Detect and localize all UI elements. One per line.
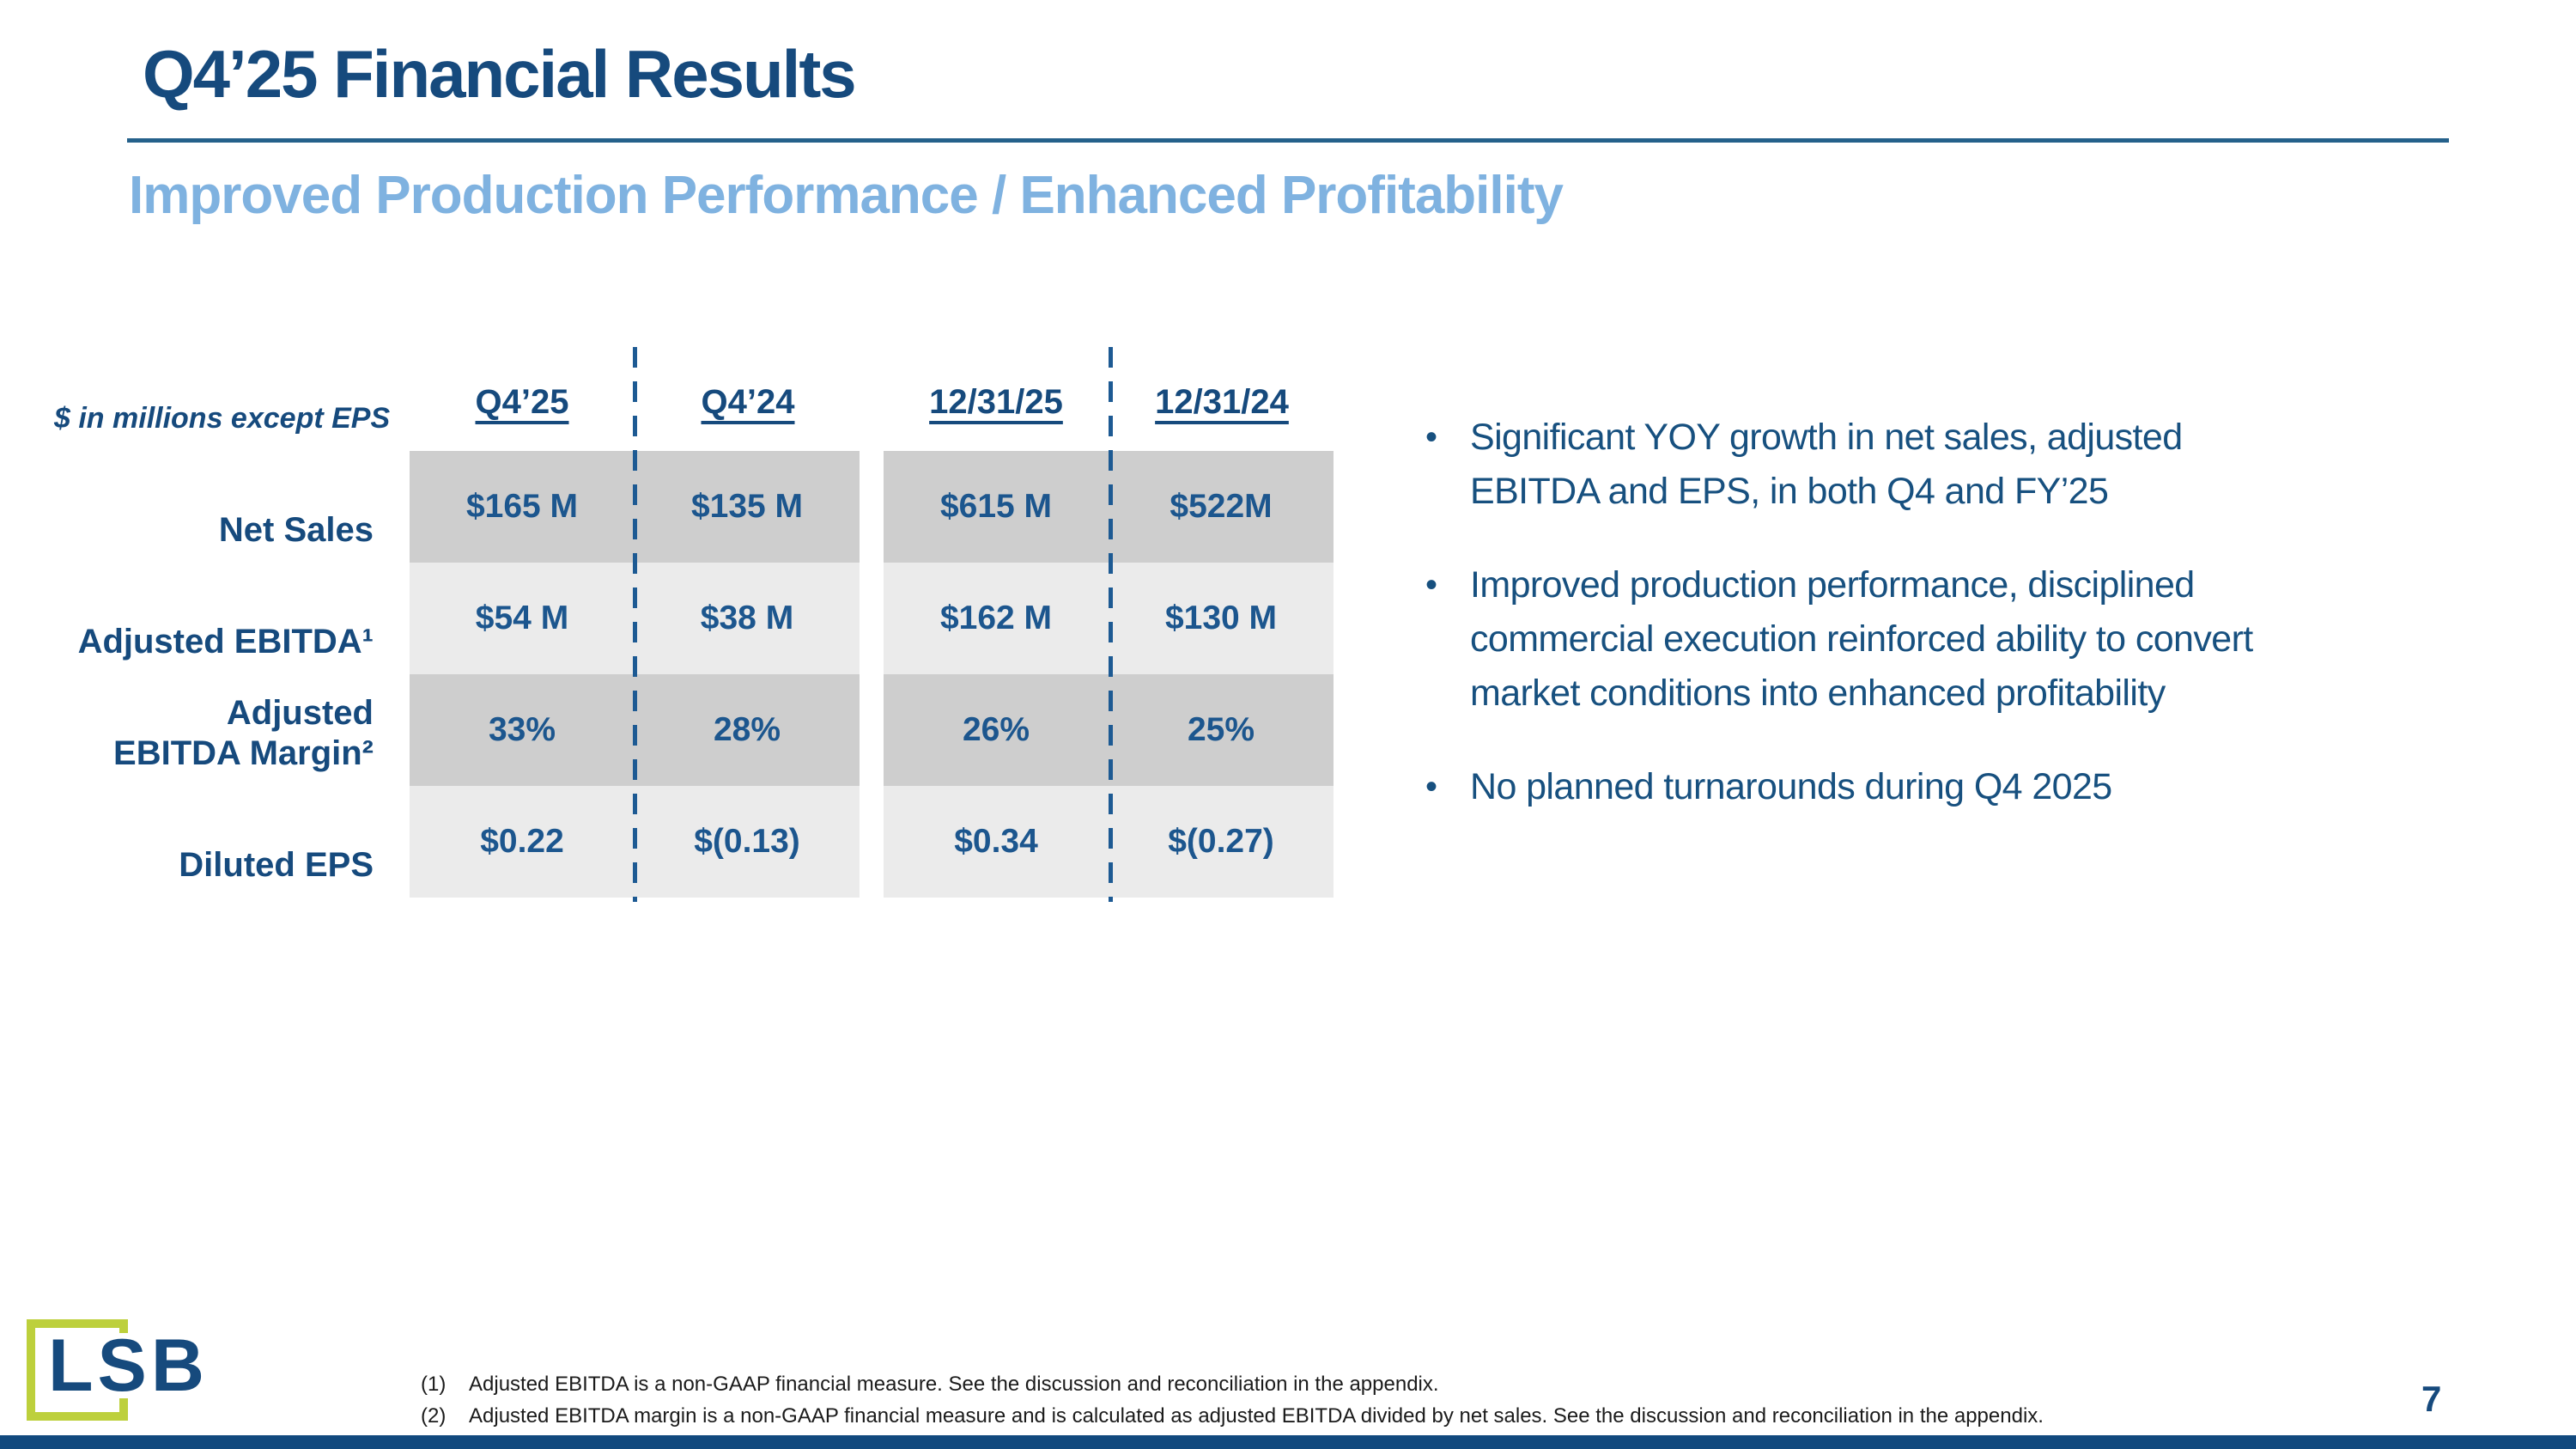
footnote-1-text: Adjusted EBITDA is a non-GAAP financial … xyxy=(469,1373,1439,1396)
page-title: Q4’25 Financial Results xyxy=(143,36,857,112)
cell-eps-q424: $(0.13) xyxy=(694,823,800,860)
highlights-list: • Significant YOY growth in net sales, a… xyxy=(1425,411,2567,854)
row-label-net-sales: Net Sales xyxy=(218,510,374,549)
bullet-text-yoy-growth: Significant YOY growth in net sales, adj… xyxy=(1470,417,2183,512)
bullet-icon: • xyxy=(1425,566,1438,604)
cell-margin-fy25: 26% xyxy=(962,711,1030,748)
footnote-1-marker: (1) xyxy=(421,1373,447,1396)
row-label-adjusted-ebitda-margin: Adjusted EBITDA Margin² xyxy=(113,693,374,772)
footnotes: (1) Adjusted EBITDA is a non-GAAP financ… xyxy=(421,1372,2044,1435)
cell-margin-q425: 33% xyxy=(488,711,556,748)
title-divider xyxy=(127,138,2449,143)
column-header-123125: 12/31/25 xyxy=(929,383,1063,421)
page-subtitle: Improved Production Performance / Enhanc… xyxy=(129,166,1564,225)
cell-ebitda-q424: $38 M xyxy=(700,600,794,636)
cell-ebitda-fy25: $162 M xyxy=(939,600,1053,636)
cell-net-sales-q425: $165 M xyxy=(465,488,579,525)
footnote-2-marker: (2) xyxy=(421,1404,447,1428)
footnote-2-text: Adjusted EBITDA margin is a non-GAAP fin… xyxy=(469,1404,2044,1428)
bullet-icon: • xyxy=(1425,418,1438,456)
column-header-123124: 12/31/24 xyxy=(1155,383,1289,421)
footnote-2: (2) Adjusted EBITDA margin is a non-GAAP… xyxy=(421,1403,2044,1429)
page-number: 7 xyxy=(2421,1379,2442,1419)
row-label-adjusted-ebitda: Adjusted EBITDA¹ xyxy=(77,622,374,661)
column-header-q425: Q4’25 xyxy=(475,383,569,421)
bullet-text-production-performance: Improved production performance, discipl… xyxy=(1470,564,2253,714)
dashed-divider-quarter xyxy=(633,347,637,902)
list-item: • Improved production performance, disci… xyxy=(1425,558,2567,721)
cell-margin-fy24: 25% xyxy=(1187,711,1255,748)
column-header-q424: Q4’24 xyxy=(701,383,795,421)
footnote-1: (1) Adjusted EBITDA is a non-GAAP financ… xyxy=(421,1372,2044,1397)
dashed-divider-fullyear xyxy=(1109,347,1113,902)
list-item: • Significant YOY growth in net sales, a… xyxy=(1425,411,2567,519)
row-label-diluted-eps: Diluted EPS xyxy=(179,845,374,884)
bottom-accent-bar xyxy=(0,1435,2576,1449)
cell-ebitda-q425: $54 M xyxy=(475,600,569,636)
lsb-logo-text: LSB xyxy=(48,1329,216,1403)
cell-margin-q424: 28% xyxy=(713,711,781,748)
cell-eps-fy25: $0.34 xyxy=(954,823,1038,860)
cell-net-sales-q424: $135 M xyxy=(690,488,804,525)
cell-eps-q425: $0.22 xyxy=(480,823,564,860)
cell-eps-fy24: $(0.27) xyxy=(1168,823,1274,860)
cell-net-sales-fy24: $522M xyxy=(1170,488,1273,525)
bullet-text-no-turnarounds: No planned turnarounds during Q4 2025 xyxy=(1470,766,2112,807)
cell-ebitda-fy24: $130 M xyxy=(1164,600,1278,636)
cell-net-sales-fy25: $615 M xyxy=(939,488,1053,525)
list-item: • No planned turnarounds during Q4 2025 xyxy=(1425,760,2567,814)
bullet-icon: • xyxy=(1425,768,1438,806)
table-units-note: $ in millions except EPS xyxy=(54,402,391,435)
